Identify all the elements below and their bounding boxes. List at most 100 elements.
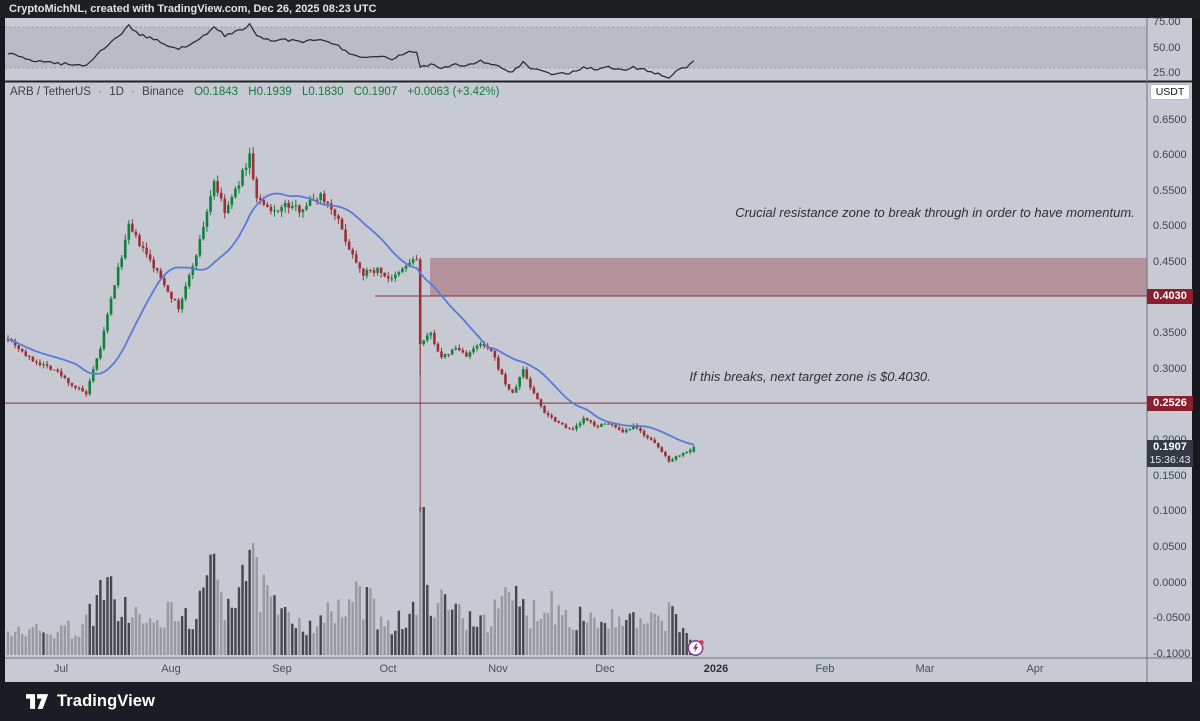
candle-body [308, 199, 312, 206]
candle-body [365, 269, 369, 276]
candle-body [624, 429, 628, 433]
tradingview-logo-icon[interactable] [26, 694, 49, 709]
volume-bar [45, 633, 49, 655]
candle-body [99, 348, 102, 359]
volume-bar [283, 606, 287, 655]
candle-body [60, 371, 63, 376]
volume-bar [308, 620, 312, 655]
candle-body [223, 198, 227, 214]
volume-bar [418, 507, 422, 655]
volume-bar [681, 628, 685, 655]
candle-body [525, 369, 529, 379]
volume-bar [362, 619, 365, 655]
candle-body [173, 298, 177, 301]
annotation-target-note[interactable]: If this breaks, next target zone is $0.4… [689, 369, 931, 384]
candle-body [216, 181, 219, 193]
volume-bar [131, 617, 134, 655]
time-axis-label: Sep [272, 663, 292, 675]
volume-bar [401, 629, 404, 655]
volume-bar [323, 622, 326, 655]
candle-body [63, 375, 67, 379]
symbol-legend[interactable]: ARB / TetherUS · 1D · Binance O0.1843 H0… [10, 86, 500, 98]
volume-bar [138, 613, 141, 655]
volume-bar [170, 602, 173, 655]
symbol-name[interactable]: ARB / TetherUS [10, 86, 91, 98]
candle-body [394, 274, 397, 279]
candle-body [13, 340, 17, 346]
volume-bar [351, 601, 354, 655]
flash-sticker-icon[interactable] [687, 639, 705, 657]
candle-body [273, 210, 276, 212]
candle-body [152, 259, 155, 269]
volume-bar [632, 612, 635, 655]
interval-label[interactable]: 1D [109, 86, 124, 98]
volume-bar [276, 614, 280, 655]
candle-body [386, 276, 390, 279]
volume-bar [355, 581, 358, 655]
candle-body [610, 424, 614, 426]
volume-bar [241, 564, 244, 655]
volume-bar [522, 599, 525, 655]
volume-bar [326, 602, 330, 655]
candle-body [248, 153, 251, 168]
candle-body [589, 420, 593, 422]
candle-body [461, 350, 465, 353]
volume-bar [333, 623, 337, 655]
price-scale[interactable]: 0.6500 0.6000 0.5500 0.5000 0.4500 0.3500 0.30… [1147, 83, 1192, 660]
candle-body [177, 300, 180, 310]
candle-body [600, 423, 603, 428]
volume-bar [646, 623, 649, 655]
volume-bar [575, 630, 578, 655]
candle-body [266, 204, 269, 207]
candle-body [376, 267, 379, 273]
candle-body [262, 200, 266, 205]
candle-body [67, 378, 70, 384]
volume-bar [511, 600, 514, 655]
currency-toggle-button[interactable]: USDT [1150, 84, 1190, 100]
sma-line[interactable] [7, 192, 695, 446]
volume-bar [610, 608, 614, 655]
volume-bar [63, 625, 67, 655]
volume-bar [660, 620, 664, 655]
candle-body [660, 447, 664, 453]
indicator-price-scale[interactable]: 75.00 50.00 25.00 [1147, 16, 1192, 81]
price-scale-label: -0.1000 [1153, 647, 1191, 660]
tradingview-wordmark[interactable]: TradingView [57, 692, 155, 710]
candle-body [315, 199, 319, 201]
bar-countdown: 15:36:43 [1149, 454, 1191, 466]
volume-bar [330, 611, 333, 655]
volume-bar [514, 585, 518, 655]
candle-body [497, 357, 500, 370]
volume-bar [571, 629, 575, 655]
candle-body [354, 254, 358, 263]
candle-body [465, 352, 468, 357]
volume-bar [440, 589, 443, 655]
volume-bar [202, 587, 205, 655]
candle-body [362, 268, 365, 276]
time-axis[interactable]: Jul Aug Sep Oct Nov Dec 2026 Feb Mar Apr [5, 658, 1192, 682]
candle-body [582, 418, 585, 424]
resistance-zone[interactable] [430, 257, 1147, 296]
volume-bar [625, 619, 628, 655]
candle-body [553, 417, 557, 422]
annotation-resistance-note[interactable]: Crucial resistance zone to break through… [735, 205, 1135, 220]
candles-layer [6, 147, 696, 464]
candle-body [457, 348, 461, 351]
candle-body [340, 218, 344, 230]
volume-bar [671, 606, 674, 655]
volume-bar [450, 609, 454, 655]
ohlc-low: L0.1830 [301, 86, 344, 98]
candle-body [561, 422, 564, 425]
candle-body [685, 452, 688, 454]
candle-body [230, 197, 234, 206]
volume-bar [379, 616, 383, 655]
volume-bar [546, 613, 550, 655]
volume-bar [244, 581, 248, 655]
candle-body [184, 286, 187, 299]
volume-bar [383, 626, 386, 655]
candle-body [447, 354, 450, 356]
price-scale-label: 0.0000 [1153, 576, 1187, 589]
price-scale-label: 0.1500 [1153, 469, 1187, 482]
candle-body [511, 389, 514, 393]
